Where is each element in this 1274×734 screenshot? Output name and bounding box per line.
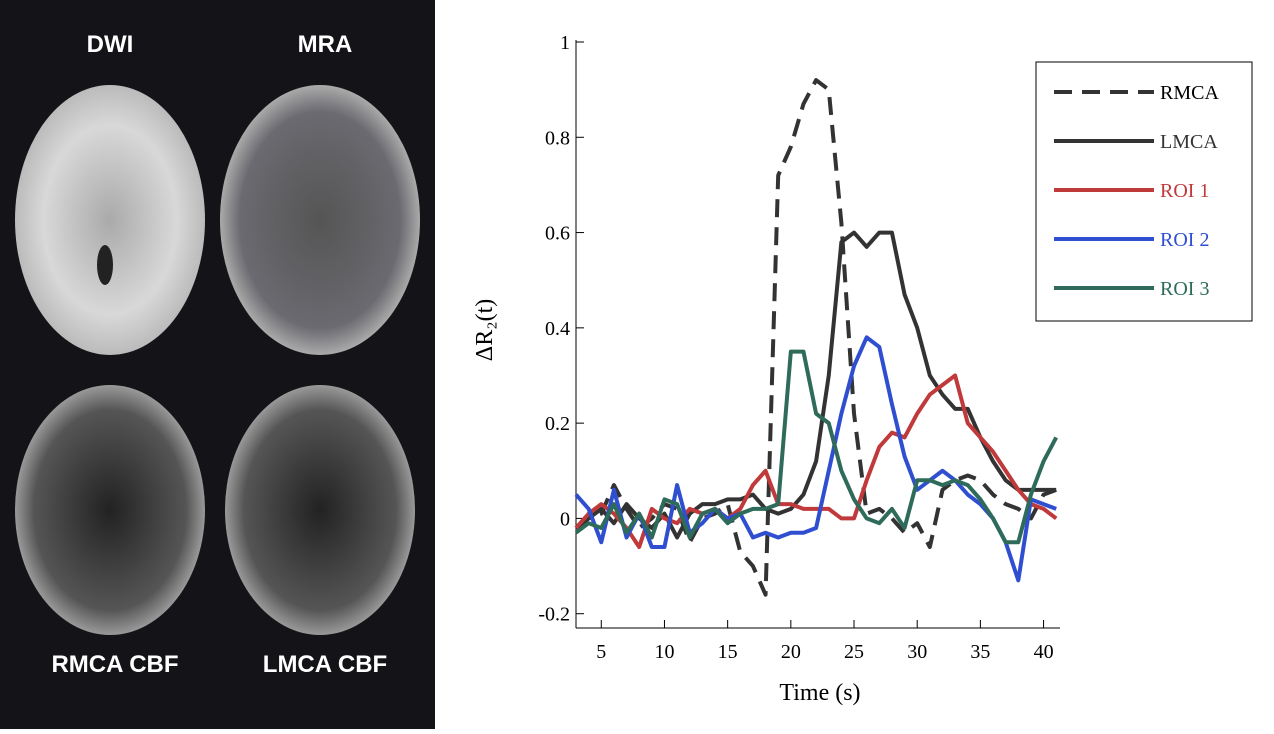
- y-tick-label: 0.4: [545, 318, 570, 340]
- y-tick-label: 0.2: [545, 413, 570, 435]
- series-line: [574, 78, 1057, 597]
- legend-label: ROI 1: [1160, 180, 1209, 202]
- y-tick-label: 0.8: [545, 127, 570, 149]
- y-axis-label: ΔR₂(t): [472, 299, 498, 361]
- rmca-cbf-image: [15, 385, 205, 635]
- x-axis-label: Time (s): [779, 680, 860, 706]
- legend-label: RMCA: [1160, 82, 1219, 104]
- series-line: [574, 230, 1057, 540]
- series-line: [574, 335, 1057, 583]
- x-tick-label: 30: [907, 641, 927, 663]
- panel-label: RMCA CBF: [51, 651, 178, 678]
- chart: Time (s) ΔR₂(t): [472, 299, 861, 706]
- x-tick-label: 20: [781, 641, 801, 663]
- x-tick-label: 25: [844, 641, 864, 663]
- y-tick-label: 1: [560, 32, 570, 54]
- dwi-ventricle: [97, 245, 113, 285]
- legend-label: LMCA: [1160, 131, 1218, 153]
- series-line: [574, 349, 1058, 545]
- x-tick-label: 15: [718, 641, 738, 663]
- x-tick-label: 40: [1034, 641, 1054, 663]
- x-tick-label: 35: [970, 641, 990, 663]
- panel-label: LMCA CBF: [263, 651, 387, 678]
- legend-label: ROI 3: [1160, 278, 1209, 300]
- y-tick-label: 0.6: [545, 223, 570, 245]
- x-tick-label: 5: [596, 641, 606, 663]
- lmca-cbf-image: [225, 385, 415, 635]
- x-tick-label: 10: [654, 641, 674, 663]
- series-line: [574, 373, 1058, 550]
- panel-label: MRA: [298, 31, 353, 58]
- y-tick-label: -0.2: [538, 604, 570, 626]
- dwi-image: [15, 85, 205, 355]
- mra-image: [220, 85, 420, 355]
- panel-label: DWI: [87, 31, 134, 58]
- y-tick-label: 0: [560, 508, 570, 530]
- legend-label: ROI 2: [1160, 229, 1209, 251]
